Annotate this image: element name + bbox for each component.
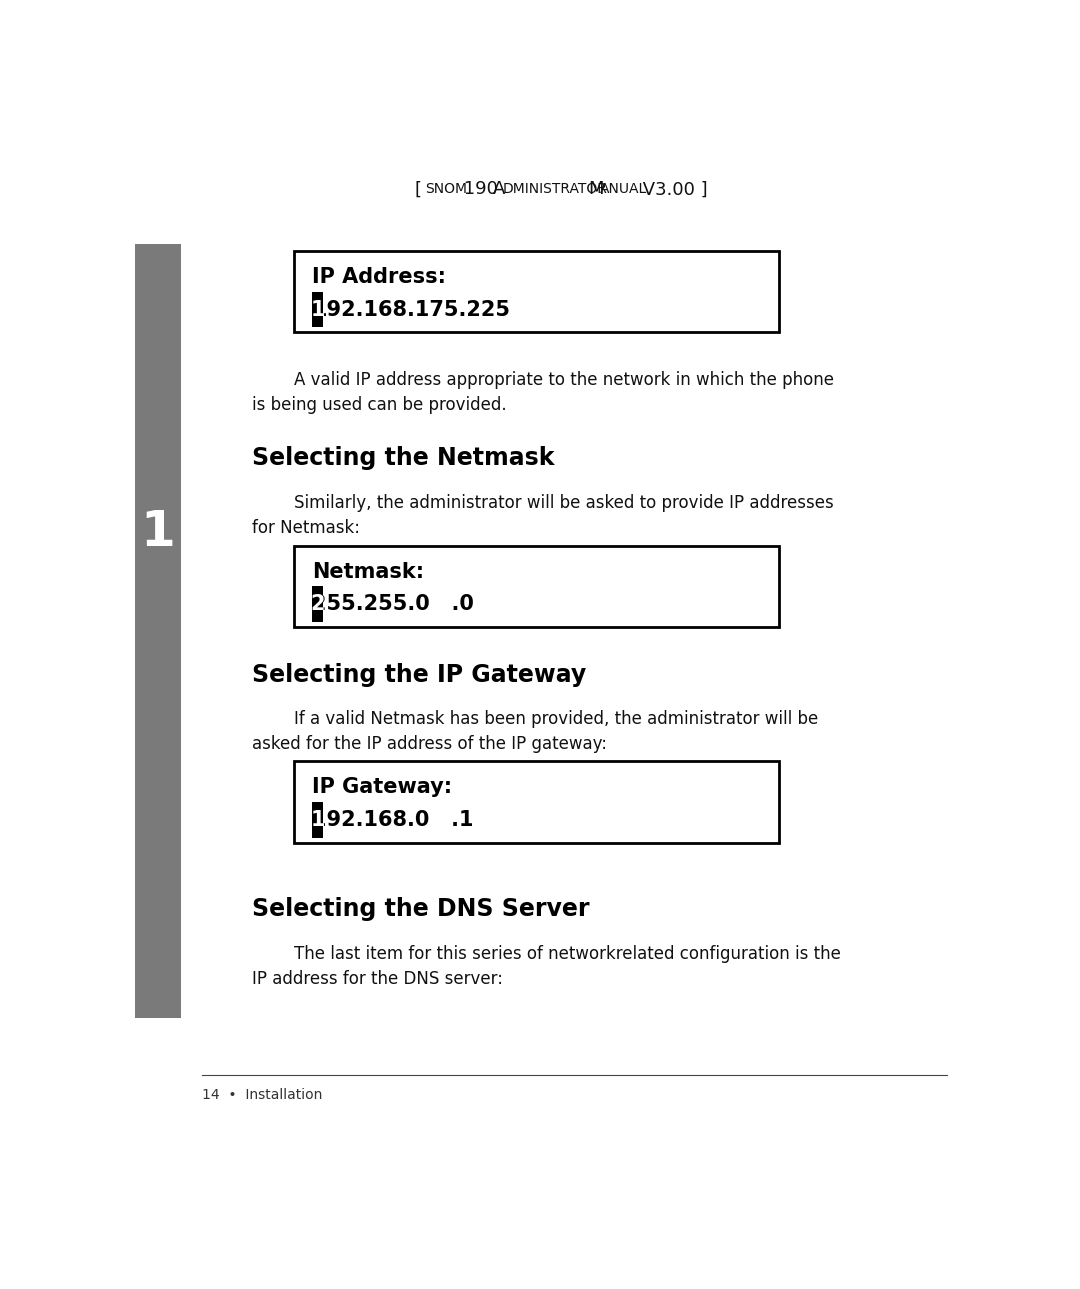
Text: A: A	[494, 180, 505, 199]
Text: Netmask:: Netmask:	[312, 562, 424, 581]
Text: A valid IP address appropriate to the network in which the phone
is being used c: A valid IP address appropriate to the ne…	[253, 371, 834, 414]
Text: 255.255.0   .0: 255.255.0 .0	[312, 594, 474, 615]
Bar	[294, 251, 780, 333]
Bar	[294, 761, 780, 843]
Bar	[312, 802, 323, 838]
Text: Selecting the Netmask: Selecting the Netmask	[253, 446, 555, 470]
Text: If a valid Netmask has been provided, the administrator will be
asked for the IP: If a valid Netmask has been provided, th…	[253, 710, 819, 754]
Text: Selecting the IP Gateway: Selecting the IP Gateway	[253, 663, 586, 687]
Text: 192.168.0   .1: 192.168.0 .1	[312, 809, 474, 830]
Bar	[312, 586, 323, 623]
Text: 192.168.175.225: 192.168.175.225	[312, 299, 511, 320]
Text: The last item for this series of networkrelated configuration is the
IP address : The last item for this series of network…	[253, 945, 841, 987]
Bar	[135, 244, 181, 1018]
Bar	[312, 291, 323, 327]
Text: DMINISTRATOR: DMINISTRATOR	[502, 183, 608, 196]
Text: [: [	[415, 180, 428, 199]
Text: 2: 2	[310, 594, 325, 615]
Text: IP Address:: IP Address:	[312, 267, 446, 287]
Text: 14  •  Installation: 14 • Installation	[202, 1088, 322, 1102]
Text: Selecting the DNS Server: Selecting the DNS Server	[253, 897, 590, 922]
Text: 1: 1	[310, 299, 325, 320]
Text: 1: 1	[140, 508, 175, 556]
Text: M: M	[589, 180, 604, 199]
Text: 1: 1	[310, 809, 325, 830]
Bar	[294, 545, 780, 628]
Text: Similarly, the administrator will be asked to provide IP addresses
for Netmask:: Similarly, the administrator will be ask…	[253, 494, 834, 538]
Text: SNOM: SNOM	[426, 183, 468, 196]
Text: IP Gateway:: IP Gateway:	[312, 777, 453, 797]
Text: ANUAL: ANUAL	[600, 183, 648, 196]
Text: V3.00 ]: V3.00 ]	[637, 180, 707, 199]
Text: 190: 190	[458, 180, 503, 199]
